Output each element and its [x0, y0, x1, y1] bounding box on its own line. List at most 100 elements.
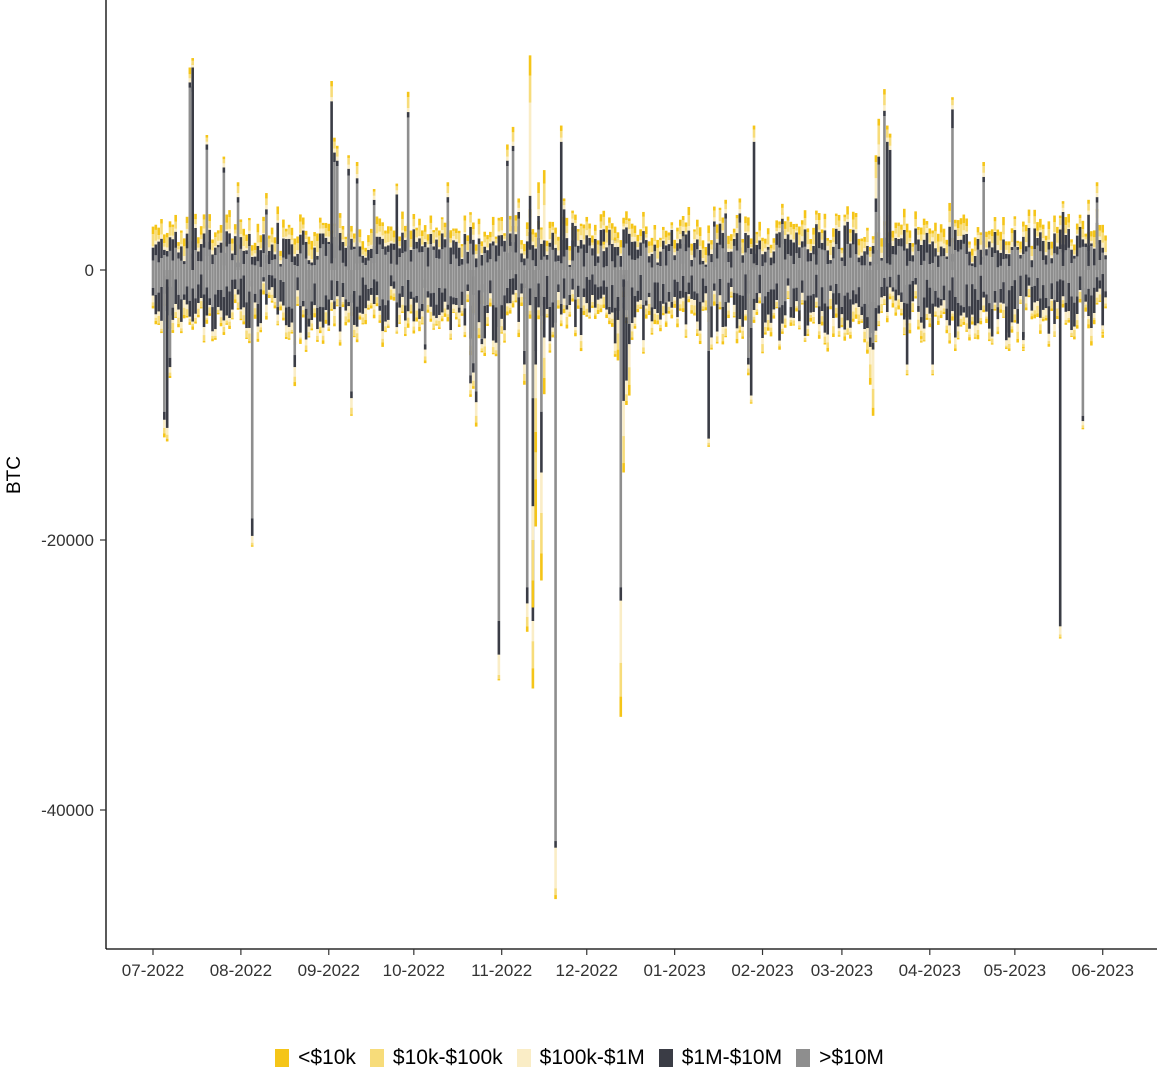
bar-segment-100k-1m: [892, 241, 895, 246]
bar-segment-1m-10m: [254, 257, 257, 266]
bar-segment-gt-10m: [211, 264, 214, 270]
legend-label-lt-10k: <$10k: [298, 1046, 356, 1070]
bar-segment-gt-10m: [466, 270, 469, 284]
bar-segment-10k-100k: [225, 223, 228, 230]
bar-segment-10k-100k: [381, 226, 384, 235]
bar-segment-1m-10m: [308, 260, 311, 264]
bar-segment-gt-10m: [240, 270, 243, 279]
bar-segment-1m-10m: [625, 317, 628, 380]
bar-segment-10k-100k: [1090, 236, 1093, 240]
bar-segment-lt-10k: [568, 314, 571, 316]
bar-segment-lt-10k: [1028, 210, 1031, 216]
bar-segment-1m-10m: [982, 177, 985, 182]
bar-segment-lt-10k: [560, 323, 563, 326]
bar-segment-100k-1m: [478, 322, 481, 328]
bar-segment-lt-10k: [350, 226, 353, 232]
bar-segment-gt-10m: [676, 251, 679, 270]
bar-segment-10k-100k: [750, 244, 753, 247]
bar-segment-100k-1m: [602, 248, 605, 251]
bar-segment-gt-10m: [313, 265, 316, 270]
legend-label-1m-10m: $1M-$10M: [682, 1046, 782, 1070]
bar-segment-gt-10m: [1082, 247, 1085, 270]
bar-segment-gt-10m: [1005, 270, 1008, 306]
bar-segment-1m-10m: [974, 256, 977, 267]
bar-segment-1m-10m: [931, 241, 934, 263]
bar-segment-lt-10k: [472, 223, 475, 230]
bar-segment-10k-100k: [688, 215, 691, 226]
bar-segment-gt-10m: [551, 270, 554, 302]
bar-segment-1m-10m: [991, 247, 994, 257]
bar-segment-1m-10m: [997, 307, 1000, 319]
bar-segment-10k-100k: [279, 304, 282, 306]
bar-segment-1m-10m: [894, 238, 897, 255]
bar-segment-lt-10k: [390, 296, 393, 300]
chart-canvas: 0-20000-40000 07-2022 08-2022 09-2022 10-20…: [0, 0, 1159, 1040]
bar-segment-gt-10m: [631, 270, 634, 287]
bar-segment-100k-1m: [316, 252, 319, 256]
bar-segment-10k-100k: [500, 221, 503, 230]
bar-segment-100k-1m: [1005, 340, 1008, 345]
bar-segment-10k-100k: [960, 224, 963, 236]
bar-segment-100k-1m: [543, 338, 546, 358]
bar-segment-10k-100k: [217, 234, 220, 241]
bar-segment-10k-100k: [1053, 222, 1056, 232]
bar-segment-lt-10k: [322, 223, 325, 225]
bar-segment-1m-10m: [911, 281, 914, 302]
bar-segment-lt-10k: [999, 309, 1002, 312]
bar-segment-gt-10m: [821, 250, 824, 270]
bar-segment-10k-100k: [197, 309, 200, 315]
bar-segment-lt-10k: [308, 237, 311, 245]
bar-segment-100k-1m: [1014, 309, 1017, 314]
bar-segment-1m-10m: [390, 243, 393, 263]
bar-segment-100k-1m: [619, 254, 622, 256]
bar-segment-1m-10m: [1050, 283, 1053, 299]
bar-segment-1m-10m: [659, 252, 662, 267]
bar-segment-gt-10m: [707, 270, 710, 351]
bar-segment-100k-1m: [1045, 252, 1048, 255]
bar-segment-gt-10m: [285, 270, 288, 307]
bar-segment-gt-10m: [648, 270, 651, 293]
bar-segment-gt-10m: [1053, 253, 1056, 270]
bar-segment-100k-1m: [1045, 308, 1048, 315]
bar-segment-lt-10k: [892, 303, 895, 307]
bar-segment-gt-10m: [617, 256, 620, 270]
bar-segment-1m-10m: [288, 239, 291, 255]
bar-segment-100k-1m: [894, 234, 897, 238]
bar-segment-gt-10m: [359, 257, 362, 270]
bar-segment-1m-10m: [1099, 280, 1102, 288]
bar-segment-gt-10m: [347, 270, 350, 302]
bar-segment-lt-10k: [557, 237, 560, 241]
bar-segment-1m-10m: [217, 290, 220, 307]
bar-segment-10k-100k: [379, 226, 382, 232]
bar-segment-lt-10k: [656, 240, 659, 248]
bar-segment-gt-10m: [761, 270, 764, 303]
bar-segment-10k-100k: [829, 243, 832, 255]
bar-segment-100k-1m: [308, 256, 311, 260]
bar-segment-gt-10m: [330, 263, 333, 270]
bar-segment-10k-100k: [940, 232, 943, 241]
bar-segment-10k-100k: [296, 297, 299, 304]
bar-segment-gt-10m: [690, 266, 693, 270]
bar-segment-lt-10k: [809, 239, 812, 244]
bar-segment-100k-1m: [985, 247, 988, 249]
bar-segment-gt-10m: [254, 270, 257, 294]
bar-segment-lt-10k: [753, 320, 756, 323]
bar-segment-gt-10m: [625, 270, 628, 317]
bar-segment-lt-10k: [957, 220, 960, 228]
bar-segment-10k-100k: [1028, 216, 1031, 223]
bar-segment-1m-10m: [1045, 255, 1048, 264]
bar-segment-1m-10m: [577, 246, 580, 253]
bar-segment-gt-10m: [498, 256, 501, 270]
bar-segment-gt-10m: [310, 265, 313, 270]
bar-segment-lt-10k: [180, 230, 183, 232]
bar-segment-gt-10m: [807, 270, 810, 296]
bar-segment-100k-1m: [619, 601, 622, 663]
bar-segment-lt-10k: [163, 433, 166, 437]
bar-segment-10k-100k: [1028, 289, 1031, 296]
bar-segment-10k-100k: [1008, 245, 1011, 253]
bar-segment-100k-1m: [795, 301, 798, 306]
bar-segment-100k-1m: [903, 226, 906, 230]
bar-segment-gt-10m: [583, 267, 586, 270]
bar-segment-100k-1m: [540, 240, 543, 244]
bar-segment-1m-10m: [322, 233, 325, 244]
